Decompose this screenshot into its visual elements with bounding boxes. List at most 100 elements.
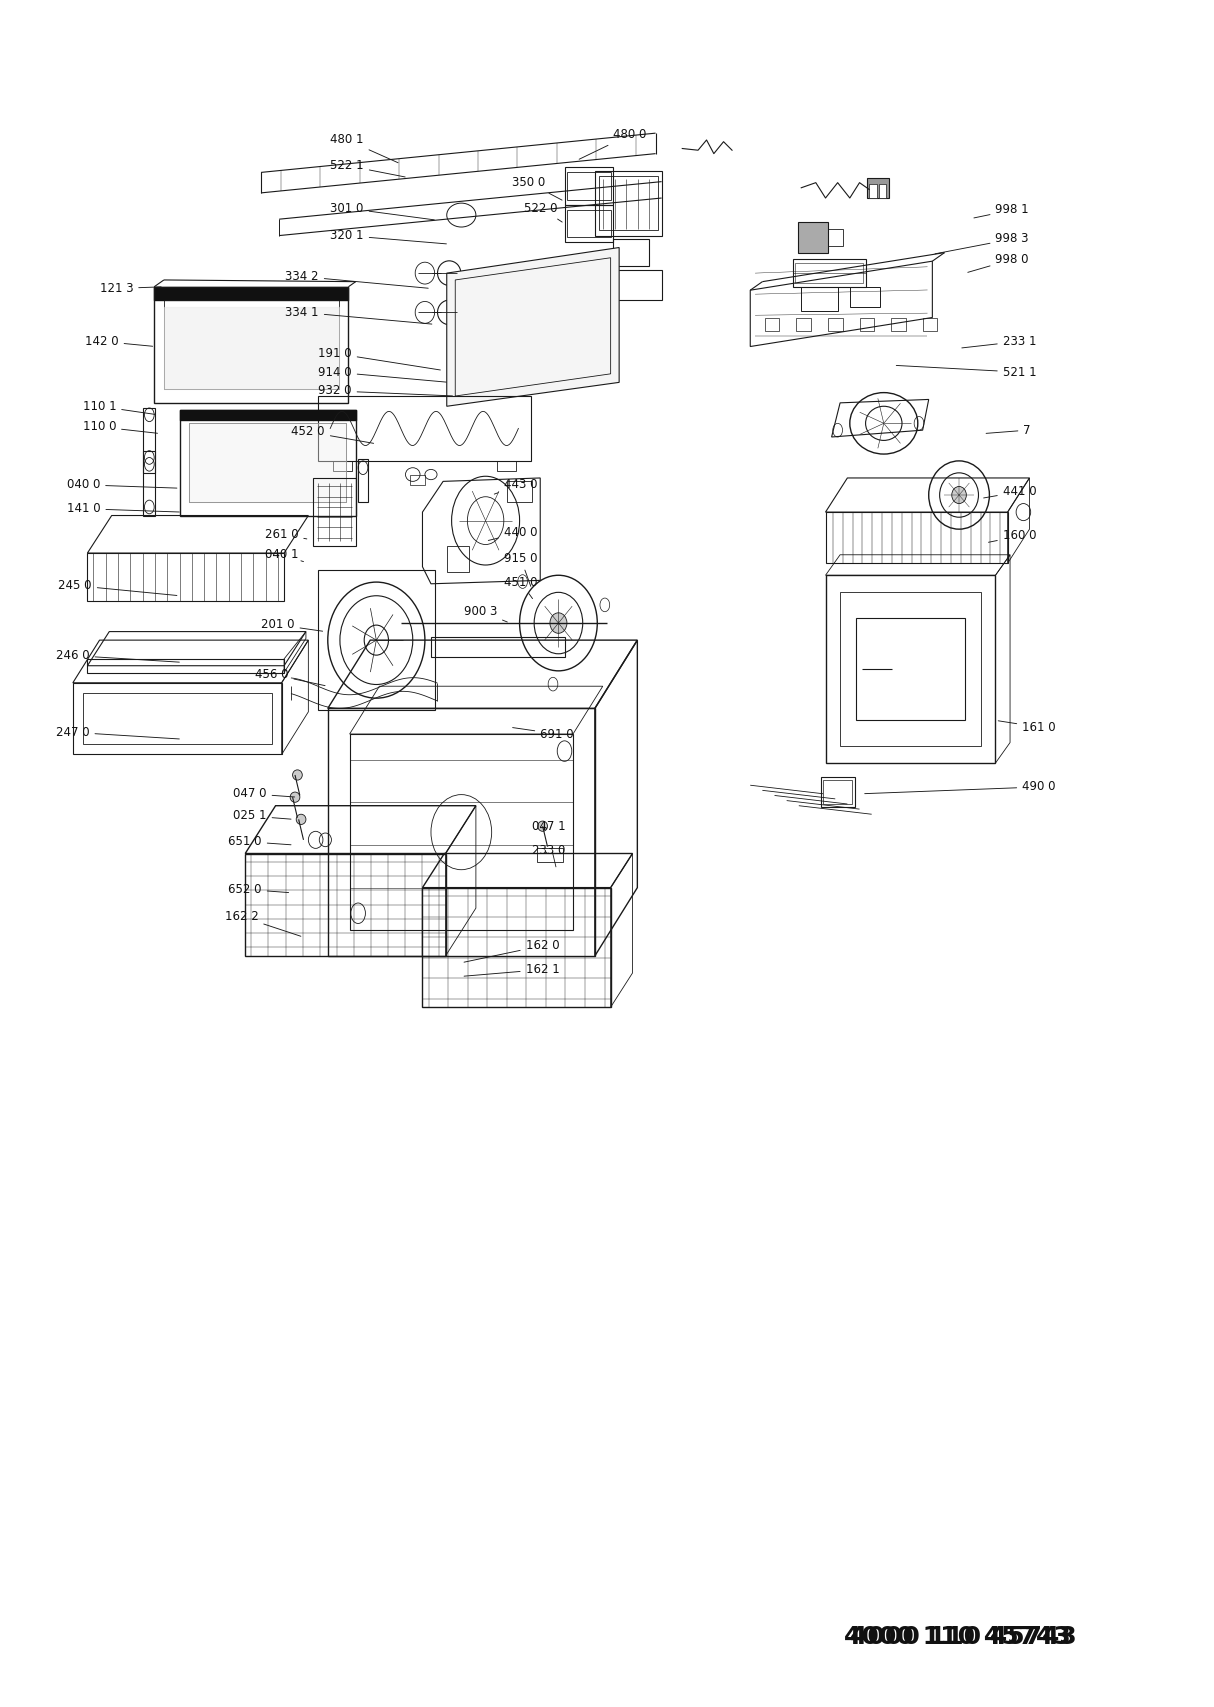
Bar [795, 263, 863, 283]
Text: 451 0: 451 0 [504, 575, 538, 599]
Text: 4000 110 45743: 4000 110 45743 [844, 1625, 1071, 1649]
Bar [350, 734, 573, 930]
Text: 141 0: 141 0 [67, 502, 180, 516]
Text: 334 1: 334 1 [285, 306, 432, 324]
Text: 480 1: 480 1 [330, 133, 398, 162]
Bar [313, 478, 356, 546]
Text: 480 0: 480 0 [579, 128, 646, 159]
Bar [497, 461, 516, 471]
Bar [793, 259, 866, 287]
Text: 998 1: 998 1 [974, 203, 1029, 218]
Bar [358, 459, 368, 502]
Bar [143, 451, 155, 516]
Text: 162 0: 162 0 [464, 939, 560, 963]
Text: 161 0: 161 0 [998, 720, 1056, 734]
Text: 110 1: 110 1 [83, 399, 155, 415]
Bar [891, 318, 906, 331]
Bar [613, 239, 649, 266]
Bar [507, 481, 532, 502]
Text: 998 3: 998 3 [935, 232, 1029, 254]
Bar [87, 659, 284, 673]
Bar [189, 423, 346, 502]
Bar [328, 708, 595, 956]
Text: 246 0: 246 0 [56, 649, 180, 662]
Text: 201 0: 201 0 [261, 618, 323, 632]
Bar [154, 287, 348, 403]
Text: 7: 7 [986, 423, 1031, 437]
Bar [801, 287, 838, 311]
Bar [856, 618, 965, 720]
Ellipse shape [296, 814, 306, 824]
Bar [245, 854, 446, 956]
Text: 245 0: 245 0 [58, 579, 177, 596]
Text: 191 0: 191 0 [318, 347, 441, 370]
Text: 998 0: 998 0 [968, 253, 1029, 273]
Bar [83, 693, 272, 744]
Bar [867, 178, 889, 198]
Text: 456 0: 456 0 [255, 667, 325, 686]
Bar [73, 683, 282, 754]
Ellipse shape [550, 613, 567, 633]
Bar [879, 184, 886, 198]
Text: 915 0: 915 0 [504, 551, 538, 586]
Bar [840, 592, 981, 746]
Text: 320 1: 320 1 [330, 229, 447, 244]
Bar [333, 461, 352, 471]
Bar [164, 300, 339, 389]
Ellipse shape [290, 792, 300, 802]
Text: 440 0: 440 0 [488, 526, 538, 541]
Text: 142 0: 142 0 [85, 335, 153, 348]
Text: 162 2: 162 2 [225, 910, 301, 935]
Bar [869, 184, 877, 198]
Bar [826, 575, 995, 763]
Text: 110 0: 110 0 [83, 420, 158, 434]
Bar [422, 888, 611, 1007]
Ellipse shape [952, 486, 966, 504]
Bar [318, 570, 435, 710]
Text: 162 1: 162 1 [464, 963, 560, 976]
Text: 040 1: 040 1 [265, 548, 304, 562]
Ellipse shape [293, 770, 302, 780]
Bar [821, 777, 855, 807]
Bar [567, 172, 611, 200]
Bar [599, 176, 658, 230]
Bar [860, 318, 874, 331]
Text: 047 0: 047 0 [233, 787, 295, 801]
Bar [537, 848, 563, 862]
Text: 932 0: 932 0 [318, 384, 453, 398]
Text: 522 0: 522 0 [524, 201, 562, 222]
Text: 247 0: 247 0 [56, 725, 180, 739]
Bar [828, 318, 843, 331]
Text: 652 0: 652 0 [228, 883, 289, 896]
Bar [567, 210, 611, 237]
Text: 233 1: 233 1 [961, 335, 1037, 348]
Bar [850, 287, 880, 307]
Bar [143, 408, 155, 473]
Text: 334 2: 334 2 [285, 270, 429, 288]
Bar [796, 318, 811, 331]
Bar [765, 318, 779, 331]
Text: 914 0: 914 0 [318, 365, 447, 382]
Text: 900 3: 900 3 [464, 604, 507, 621]
Text: 233 0: 233 0 [532, 843, 565, 857]
Bar [798, 222, 828, 253]
Ellipse shape [538, 821, 548, 831]
Text: 301 0: 301 0 [330, 201, 435, 220]
Text: 4000 110 45743: 4000 110 45743 [850, 1625, 1077, 1649]
Polygon shape [447, 248, 619, 406]
Bar [87, 553, 284, 601]
Bar [595, 171, 662, 236]
Text: 490 0: 490 0 [864, 780, 1056, 794]
Bar [447, 546, 469, 572]
Text: 443 0: 443 0 [494, 478, 538, 493]
Bar [565, 205, 613, 242]
Bar [180, 410, 356, 516]
Text: 651 0: 651 0 [228, 835, 291, 848]
Bar [823, 780, 852, 804]
Text: 025 1: 025 1 [233, 809, 291, 823]
Text: 452 0: 452 0 [291, 425, 374, 444]
Bar [613, 270, 662, 300]
Text: 521 1: 521 1 [896, 365, 1037, 379]
Text: 691 0: 691 0 [512, 727, 574, 741]
Text: 047 1: 047 1 [532, 819, 566, 833]
